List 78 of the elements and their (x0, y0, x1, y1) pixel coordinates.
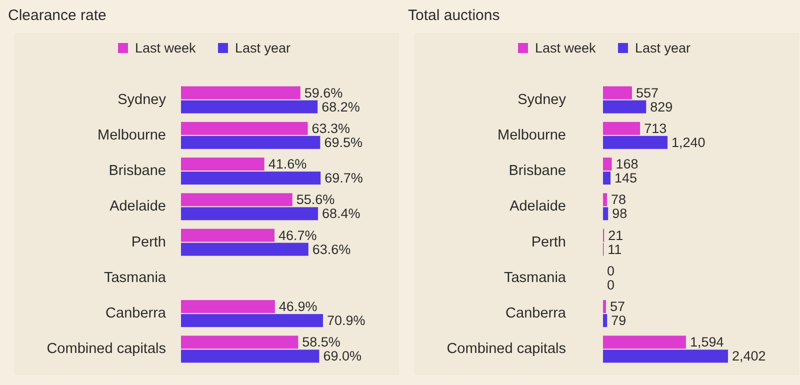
y-tick-label: Combined capitals (46, 341, 166, 358)
data-label: 46.9% (278, 299, 318, 314)
text: Clearance rate (8, 7, 106, 24)
data-label: 168 (616, 156, 638, 172)
bar (603, 100, 646, 114)
y-tick-label: Canberra (506, 306, 567, 322)
y-tick-label: Melbourne (497, 127, 566, 144)
data-label: 63.3% (312, 120, 350, 136)
data-label: 98 (612, 206, 628, 222)
y-tick-label: Combined capitals (446, 341, 566, 358)
bar (181, 314, 323, 328)
legend-label: Last week (535, 40, 596, 56)
bar (181, 172, 321, 185)
data-label: 68.4% (322, 206, 360, 222)
y-tick-label: Perth (531, 234, 566, 250)
y-tick-label: Sydney (118, 92, 167, 108)
bar (603, 314, 608, 328)
data-label: 55.6% (296, 192, 335, 208)
bar (603, 172, 611, 185)
data-label: 70.9% (327, 313, 366, 328)
bar (181, 228, 275, 242)
legend-label: Last week (135, 40, 196, 56)
bar (603, 350, 728, 363)
data-label: 59.6% (304, 85, 343, 100)
data-label: 713 (644, 120, 667, 136)
data-label: 557 (636, 85, 659, 100)
data-label: 79 (611, 313, 626, 328)
y-tick-label: Brisbane (508, 163, 566, 180)
y-tick-label: Tasmania (504, 270, 567, 286)
y-tick-label: Canberra (106, 306, 167, 322)
data-label: 78 (611, 192, 626, 208)
data-label: 145 (614, 170, 638, 186)
data-label: 41.6% (268, 156, 307, 172)
bar (181, 242, 308, 256)
bar (181, 136, 320, 149)
data-label: 69.7% (324, 170, 363, 186)
y-tick-label: Melbourne (97, 127, 166, 144)
data-label: 2,402 (732, 348, 766, 364)
data-label: 63.6% (312, 242, 351, 257)
bar (181, 350, 320, 363)
bar (603, 207, 608, 220)
bar (603, 86, 632, 100)
data-label: 69.0% (323, 348, 362, 364)
bar (603, 336, 686, 349)
bar (603, 300, 606, 314)
text: Total auctions (408, 7, 500, 24)
y-tick-label: Tasmania (104, 270, 167, 286)
bar (603, 193, 608, 206)
bar (181, 336, 298, 349)
data-label: 11 (608, 242, 622, 257)
legend-label: Last year (635, 40, 692, 56)
y-tick-label: Sydney (518, 92, 567, 108)
bar (603, 158, 612, 171)
data-label: 69.5% (324, 134, 362, 150)
bar (181, 207, 318, 220)
bar (181, 122, 308, 135)
data-label: 21 (608, 228, 624, 243)
y-tick-label: Adelaide (110, 198, 166, 215)
bar (181, 100, 318, 114)
data-label: 58.5% (302, 334, 340, 350)
bar (603, 122, 640, 135)
data-label: 0 (607, 263, 615, 278)
bar (181, 158, 264, 171)
legend-label: Last year (235, 40, 292, 56)
bar (603, 136, 668, 149)
y-tick-label: Brisbane (108, 163, 166, 180)
data-label: 46.7% (278, 228, 317, 243)
bar (181, 193, 292, 206)
y-tick-label: Adelaide (510, 198, 566, 215)
data-label: 1,240 (672, 134, 706, 150)
data-label: 829 (650, 99, 673, 114)
data-label: 0 (607, 277, 615, 292)
bar (181, 300, 275, 314)
bar (181, 86, 300, 100)
data-label: 57 (610, 299, 625, 314)
data-label: 1,594 (690, 334, 724, 350)
data-label: 68.2% (322, 99, 360, 114)
y-tick-label: Perth (131, 234, 166, 250)
